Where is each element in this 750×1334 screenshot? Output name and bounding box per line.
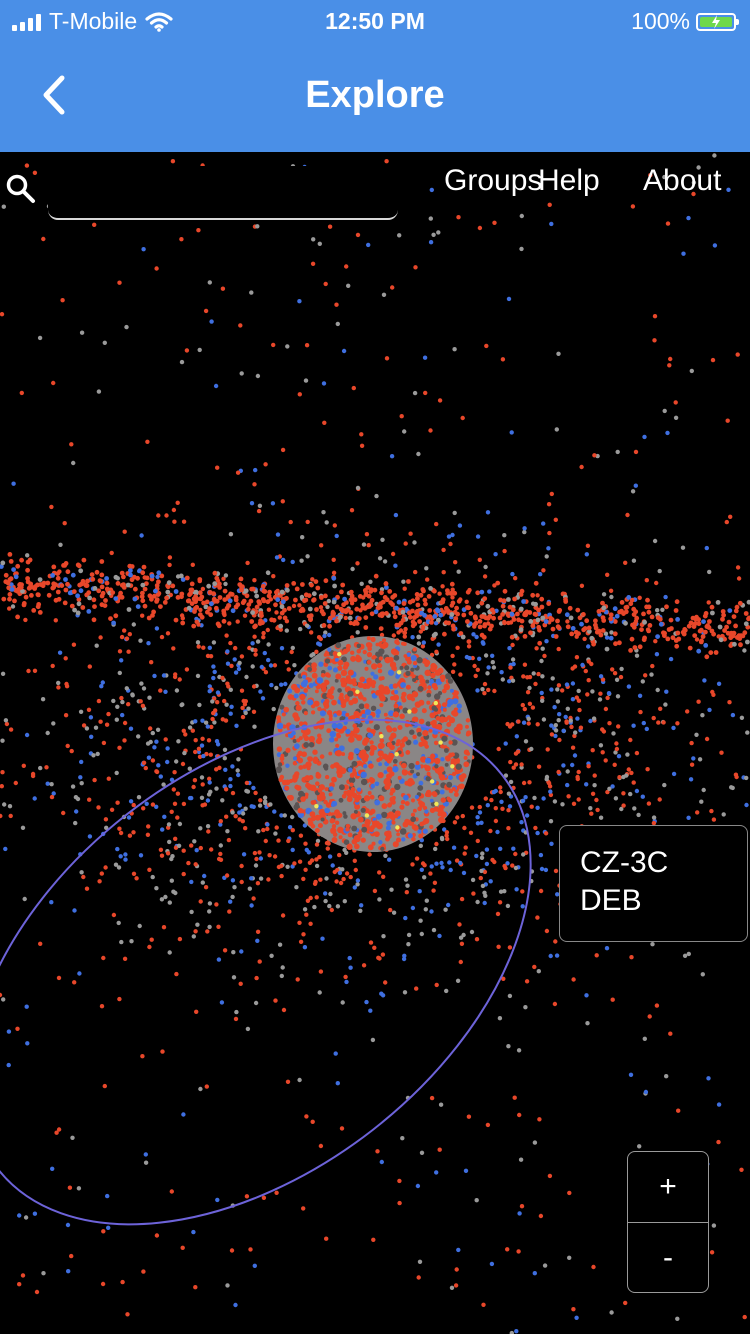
zoom-controls: + -	[627, 1151, 709, 1293]
carrier-name: T-Mobile	[49, 8, 138, 34]
menu-about[interactable]: About	[643, 164, 722, 197]
battery-charging-icon	[696, 12, 739, 31]
battery-percent: 100%	[631, 8, 690, 34]
search-input[interactable]	[48, 166, 398, 220]
search-icon[interactable]	[4, 172, 38, 206]
status-time: 12:50 PM	[325, 8, 425, 34]
zoom-in-button[interactable]: +	[628, 1152, 708, 1223]
signal-icon	[12, 13, 41, 31]
orbit-scene[interactable]	[0, 152, 750, 1334]
back-button[interactable]	[30, 70, 80, 120]
menu-help[interactable]: Help	[538, 164, 600, 197]
status-left: T-Mobile	[12, 8, 173, 35]
orbit-viewport[interactable]: Groups Help About CZ-3C DEB + -	[0, 152, 750, 1334]
object-name-line2: DEB	[580, 884, 642, 917]
nav-bar: Explore	[0, 40, 750, 152]
chevron-left-icon	[43, 75, 65, 115]
selected-object-label: CZ-3C DEB	[559, 825, 748, 942]
page-title: Explore	[305, 74, 445, 116]
wifi-icon	[145, 11, 173, 32]
zoom-out-button[interactable]: -	[663, 1241, 673, 1274]
menu-groups[interactable]: Groups	[444, 164, 543, 197]
object-name-line1: CZ-3C	[580, 846, 669, 879]
status-right: 100%	[631, 8, 739, 35]
status-bar: T-Mobile 12:50 PM 100%	[0, 0, 750, 40]
